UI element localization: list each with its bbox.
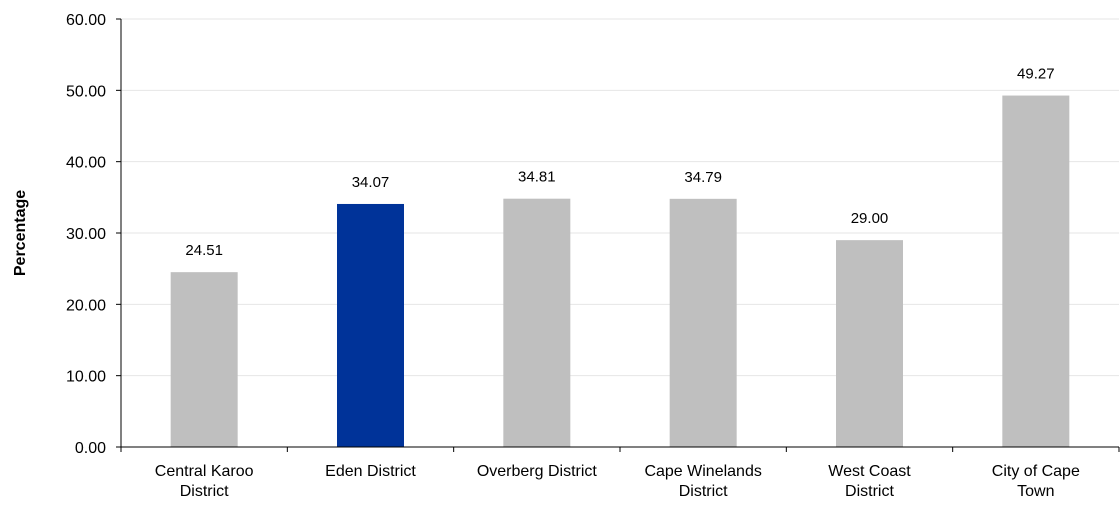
- y-tick-label: 50.00: [66, 83, 106, 100]
- y-tick-label: 10.00: [66, 369, 106, 386]
- data-label: 24.51: [185, 242, 223, 259]
- data-label: 34.07: [352, 174, 390, 191]
- x-tick-label: Eden District: [325, 463, 416, 480]
- data-label: 29.00: [851, 210, 889, 227]
- bar: [170, 272, 238, 447]
- x-tick-labels: Central Karoo District Eden District Overbe…: [120, 447, 1120, 500]
- data-label: 34.79: [684, 169, 722, 186]
- y-tick-label: 30.00: [66, 226, 106, 243]
- y-axis-title: Percentage: [12, 190, 29, 276]
- bar: [337, 203, 404, 447]
- gridlines: [121, 18, 1119, 377]
- x-tick-label: Central Karoo District: [155, 463, 254, 500]
- data-label: 49.27: [1017, 66, 1055, 83]
- y-tick-label: 0.00: [75, 440, 106, 457]
- y-tick-label: 20.00: [66, 297, 106, 314]
- bars: [170, 95, 1070, 448]
- x-tick-label: Cape Winelands District: [644, 463, 761, 500]
- x-tick-label: West Coast District: [828, 463, 911, 500]
- y-tick-label: 40.00: [66, 155, 106, 172]
- y-tick-labels: 0.00 10.00 20.00 30.00 40.00 50.00 60.00: [66, 12, 121, 457]
- data-label: 34.81: [518, 169, 556, 186]
- y-tick-label: 60.00: [66, 12, 106, 29]
- bar: [836, 240, 903, 447]
- x-tick-label: City of Cape Town: [992, 463, 1080, 500]
- bar: [503, 198, 571, 447]
- x-tick-label: Overberg District: [477, 463, 598, 480]
- bar: [669, 198, 737, 447]
- data-labels: 24.51 34.07 34.81 34.79 29.00 49.27: [185, 66, 1054, 260]
- bar: [1002, 95, 1070, 448]
